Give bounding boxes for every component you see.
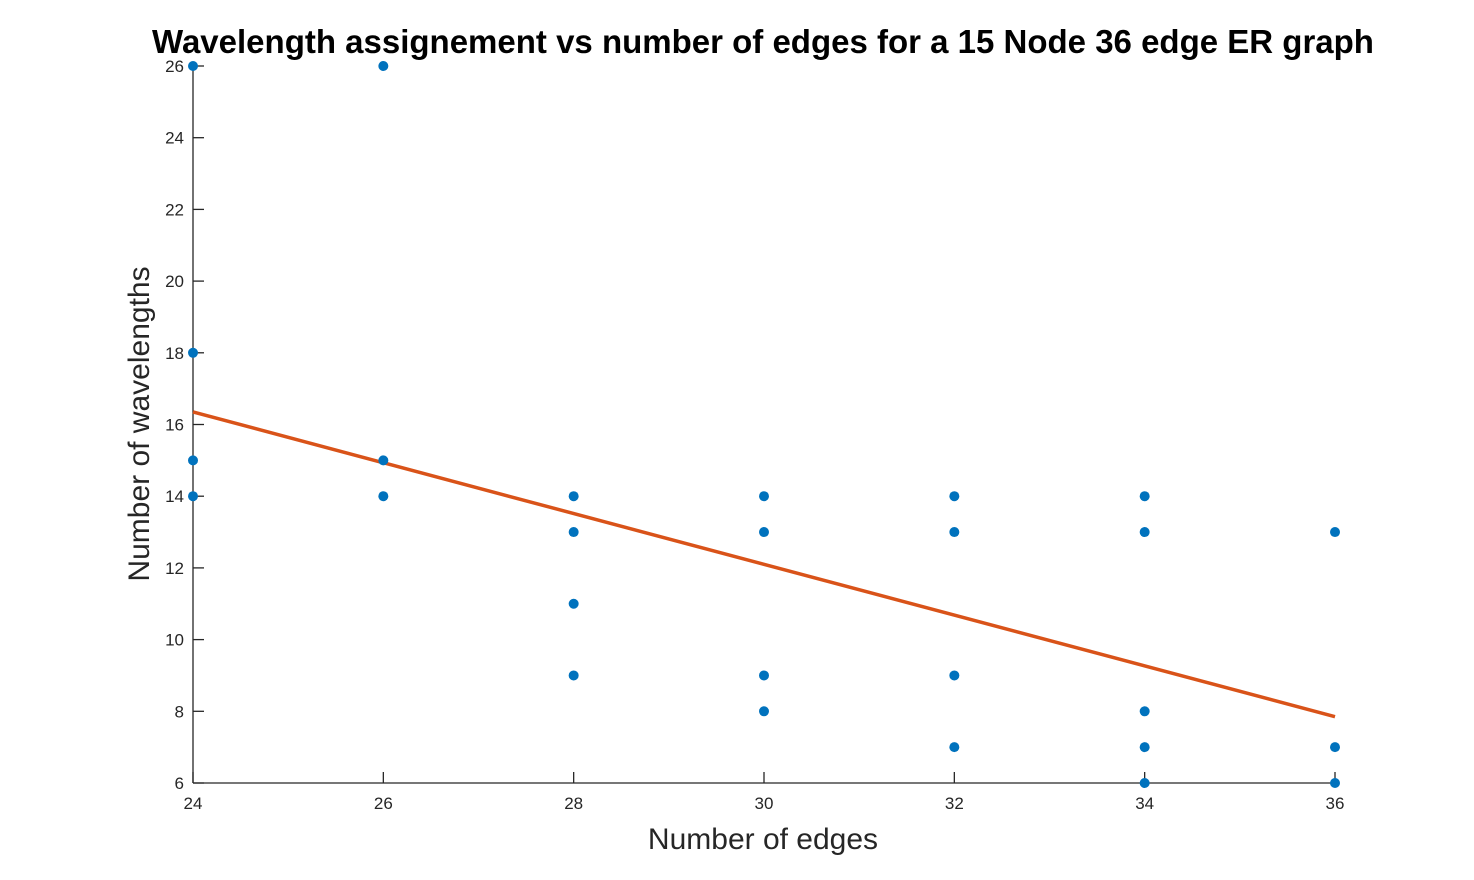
x-tick-label: 26 — [374, 794, 393, 813]
x-tick-label: 32 — [945, 794, 964, 813]
data-point — [1139, 527, 1150, 538]
y-tick-label: 18 — [165, 344, 184, 363]
x-axis-label: Number of edges — [648, 823, 878, 856]
data-point — [1330, 742, 1340, 753]
y-tick-label: 12 — [165, 559, 184, 578]
x-tick-label: 30 — [755, 794, 774, 813]
x-axis-ticks: 24 26 28 30 32 34 36 — [184, 772, 1345, 813]
y-tick-label: 26 — [165, 57, 184, 76]
data-point — [759, 491, 769, 502]
data-point — [378, 61, 389, 71]
y-tick-label: 10 — [165, 631, 184, 650]
data-point — [1330, 778, 1340, 788]
x-tick-label: 24 — [184, 794, 203, 813]
data-point — [188, 455, 198, 466]
data-point — [949, 742, 960, 753]
y-tick-label: 24 — [165, 129, 184, 148]
x-tick-label: 36 — [1326, 794, 1345, 813]
data-point — [568, 527, 579, 538]
data-point — [568, 670, 579, 681]
y-tick-label: 8 — [175, 702, 184, 721]
y-axis-ticks: 6 8 10 12 14 16 18 20 22 24 26 — [165, 57, 204, 793]
data-point — [1139, 778, 1150, 788]
data-point — [568, 598, 579, 609]
y-tick-label: 14 — [165, 487, 184, 506]
scatter-points-layer — [188, 61, 1340, 788]
data-point — [759, 527, 769, 538]
data-point — [568, 491, 579, 502]
data-point — [188, 491, 198, 502]
data-point — [949, 670, 960, 681]
x-tick-label: 28 — [564, 794, 583, 813]
data-point — [378, 491, 389, 502]
data-point — [949, 491, 960, 502]
x-tick-label: 34 — [1135, 794, 1154, 813]
y-tick-label: 20 — [165, 272, 184, 291]
y-tick-label: 6 — [175, 774, 184, 793]
y-axis-label: Number of wavelengths — [123, 266, 156, 581]
data-point — [759, 670, 769, 681]
data-point — [759, 706, 769, 717]
data-point — [1330, 527, 1340, 538]
chart-title: Wavelength assignement vs number of edge… — [152, 23, 1374, 60]
data-point — [1139, 742, 1150, 753]
data-point — [188, 61, 198, 71]
data-point — [949, 527, 960, 538]
data-point — [188, 347, 198, 358]
y-tick-label: 16 — [165, 416, 184, 435]
y-tick-label: 22 — [165, 200, 184, 219]
data-point — [1139, 491, 1150, 502]
data-point — [378, 455, 389, 466]
data-point — [1139, 706, 1150, 717]
